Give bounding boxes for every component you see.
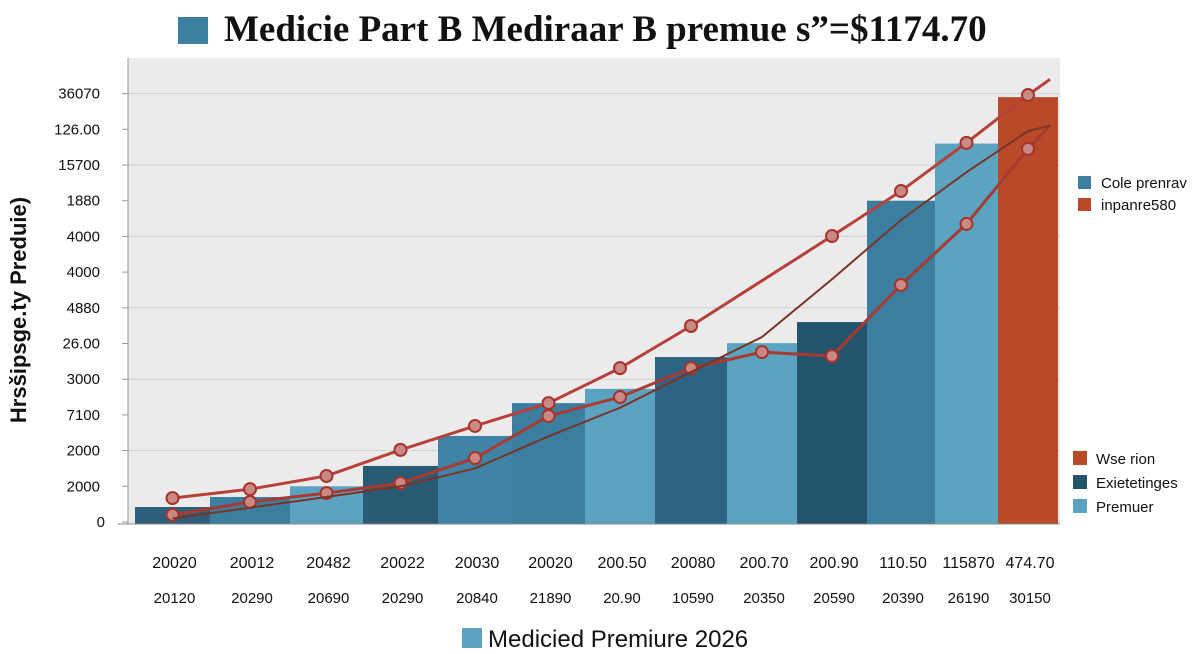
y-tick-label: 2000: [67, 443, 100, 460]
bar: [727, 343, 797, 524]
x-tick-label: 21890: [530, 590, 572, 607]
x-tick-label: 20022: [380, 555, 425, 572]
x-tick-label: 20030: [455, 555, 500, 572]
x-tick-label: 110.50: [879, 555, 927, 572]
legend-label: Premuer: [1096, 499, 1154, 516]
x-tick-label: 26190: [948, 590, 990, 607]
legend-label: Cole prenrav: [1101, 175, 1187, 192]
x-tick-label: 20590: [813, 590, 855, 607]
x-tick-label: 20840: [456, 590, 498, 607]
data-point: [613, 390, 627, 405]
data-point: [468, 418, 482, 433]
legend-label: Wse rion: [1096, 451, 1155, 468]
y-tick-label: 4880: [67, 300, 100, 317]
x-tick-label: 20020: [528, 555, 573, 572]
x-tick-label: 200.90: [810, 555, 859, 572]
y-tick-label: 4000: [67, 228, 100, 245]
bar: [655, 357, 727, 524]
bar: [998, 97, 1058, 525]
footer-swatch: [462, 628, 482, 648]
x-tick-label: 20080: [671, 555, 716, 572]
data-point: [613, 361, 627, 376]
chart-title: Medicie Part B Mediraar B premue s”=$117…: [224, 9, 987, 50]
x-tick-label: 30150: [1009, 590, 1051, 607]
data-point: [165, 507, 180, 522]
y-axis-title: Hrsšipsge.ty Preduie): [6, 197, 31, 423]
x-tick-label: 20482: [306, 555, 351, 572]
x-tick-label: 20012: [230, 555, 275, 572]
legend-label: Exietetinges: [1096, 475, 1178, 492]
data-point: [825, 348, 839, 363]
data-point: [393, 442, 408, 457]
series-line: [172, 124, 1051, 520]
data-point: [243, 482, 257, 497]
y-tick-label: 1880: [67, 193, 100, 210]
y-tick-label: 0: [97, 514, 105, 531]
bar: [512, 403, 585, 524]
bar: [438, 435, 512, 524]
y-tick-label: 36070: [58, 86, 100, 103]
x-tick-label: 20120: [154, 590, 196, 607]
data-point: [894, 184, 908, 199]
x-tick-label: 20290: [231, 590, 273, 607]
legend-swatch: [1078, 176, 1091, 189]
data-point: [825, 229, 839, 244]
data-point: [1021, 88, 1035, 103]
y-tick-label: 2000: [67, 478, 100, 495]
legend-swatch: [1073, 475, 1087, 489]
data-point: [684, 319, 698, 334]
series-line: [172, 124, 1052, 517]
bar: [935, 143, 998, 524]
y-tick-label: 3000: [67, 371, 100, 388]
x-tick-label: 115870: [942, 555, 994, 572]
y-tick-label: 26.00: [62, 336, 100, 353]
bar: [585, 388, 655, 524]
y-tick-label: 7100: [67, 407, 100, 424]
data-point: [894, 277, 908, 292]
data-point: [541, 408, 556, 423]
x-tick-label: 20290: [382, 590, 424, 607]
data-point: [755, 345, 769, 360]
x-tick-label: 20020: [152, 555, 197, 572]
y-tick-label: 126.00: [54, 121, 100, 138]
x-tick-label: 10590: [672, 590, 714, 607]
legend-label: inpanre580: [1101, 197, 1176, 214]
title-swatch: [178, 17, 208, 44]
y-tick-label: 15700: [58, 157, 100, 174]
x-tick-label: 20390: [882, 590, 924, 607]
x-tick-label: 200.70: [740, 555, 789, 572]
x-tick-label: 20350: [743, 590, 785, 607]
x-axis-title: Medicied Premiure 2026: [488, 626, 748, 653]
x-tick-label: 20.90: [603, 590, 641, 607]
x-tick-label: 474.70: [1006, 555, 1055, 572]
data-point: [1021, 141, 1035, 156]
data-point: [319, 468, 334, 483]
x-tick-label: 20690: [308, 590, 350, 607]
x-tick-label: 200.50: [598, 555, 647, 572]
bar: [867, 200, 935, 524]
legend-swatch: [1073, 451, 1087, 465]
data-point: [468, 451, 482, 466]
legend-swatch: [1073, 499, 1087, 513]
y-tick-label: 4000: [67, 264, 100, 281]
data-point: [541, 396, 556, 411]
data-point: [959, 216, 974, 231]
data-point: [165, 491, 180, 506]
data-point: [959, 135, 974, 150]
legend-swatch: [1078, 198, 1091, 211]
